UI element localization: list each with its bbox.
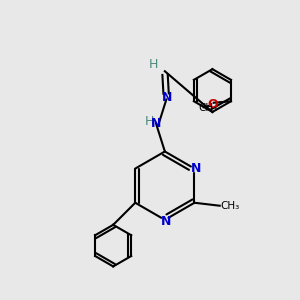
Text: H: H (148, 58, 158, 71)
Text: N: N (191, 162, 201, 175)
Text: CH₃: CH₃ (220, 201, 240, 211)
Text: N: N (152, 117, 162, 130)
Text: O: O (207, 98, 218, 111)
Text: CH₃: CH₃ (199, 103, 218, 113)
Text: N: N (161, 215, 172, 228)
Text: N: N (162, 92, 172, 104)
Text: H: H (145, 115, 154, 128)
